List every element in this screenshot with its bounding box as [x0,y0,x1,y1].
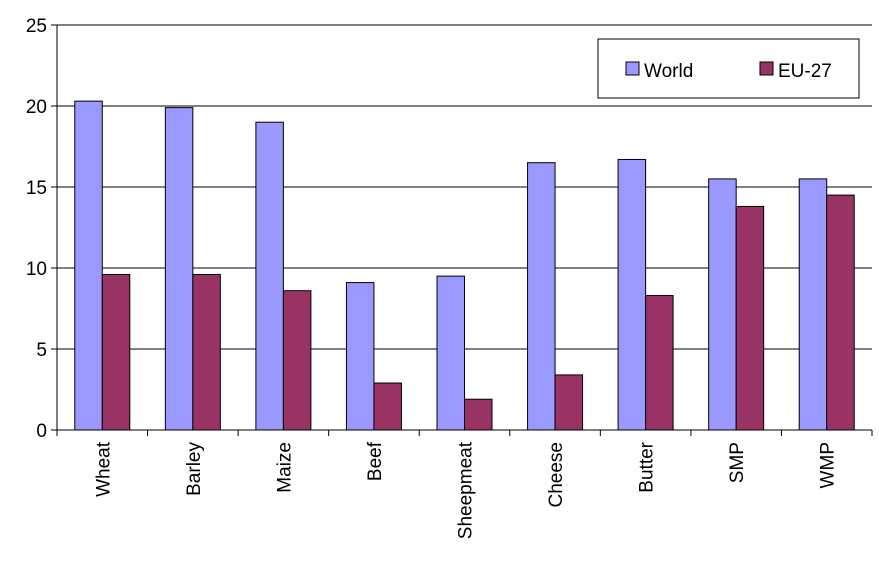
legend-label-world: World [644,61,693,82]
bar-world-cheese [527,162,556,431]
x-category-label: Maize [274,442,295,493]
x-category-label: Cheese [546,442,567,508]
bar-eu27-wheat [101,273,131,431]
y-tick-label: 10 [26,259,47,280]
bar-eu27-beef [373,382,402,431]
bar-world-sheepmeat [436,275,465,431]
y-tick-label: 25 [26,16,47,37]
bar-world-wmp [798,178,828,431]
bar-eu27-smp [735,205,765,431]
y-axis-ticks: 0 5 10 15 20 25 [26,16,57,442]
bar-world-wheat [74,100,103,431]
x-category-label: SMP [727,442,748,483]
legend-swatch-world [625,61,640,76]
x-category-label: WMP [818,442,839,488]
bar-eu27-barley [192,273,221,431]
bar-eu27-sheepmeat [464,398,493,431]
x-category-label: Barley [184,442,205,496]
bar-world-smp [708,178,737,431]
bar-world-butter [617,158,647,431]
x-axis-categories: Wheat Barley Maize Beef Sheepmeat Cheese Butte… [93,441,838,539]
legend-box [597,38,860,99]
bar-eu27-maize [282,290,312,431]
bar-eu27-wmp [826,194,855,431]
bar-eu27-cheese [554,374,584,431]
y-tick-label: 15 [26,178,47,199]
legend: World EU-27 [597,38,860,99]
x-category-label: Beef [365,441,386,481]
legend-swatch-eu27 [759,61,774,76]
x-category-label: Butter [637,441,658,492]
x-category-label: Wheat [93,441,114,497]
y-tick-label: 20 [26,97,47,118]
bars [74,100,855,431]
bar-world-barley [164,107,194,431]
axes [56,25,873,436]
bar-eu27-butter [645,295,674,431]
y-tick-label: 0 [36,421,47,442]
bar-world-maize [255,121,284,431]
legend-label-eu27: EU-27 [778,61,832,82]
y-tick-label: 5 [36,340,47,361]
x-category-label: Sheepmeat [456,441,477,539]
bar-world-beef [345,282,375,431]
